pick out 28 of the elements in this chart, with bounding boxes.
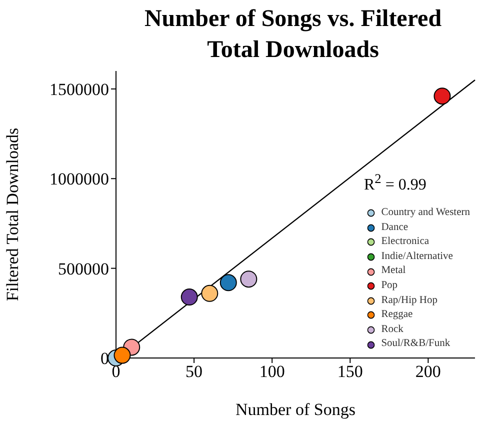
y-tick-label: 0 xyxy=(100,349,109,368)
x-tick-label: 100 xyxy=(259,362,285,382)
point xyxy=(201,284,218,302)
x-axis-title: Number of Songs xyxy=(236,400,356,419)
legend-label: Reggae xyxy=(381,308,413,322)
legend-label: Soul/R&B/Funk xyxy=(381,337,450,352)
point xyxy=(180,288,198,306)
annotation: R$^{2}$ = 0.99 xyxy=(364,171,426,194)
legend-label: Country and Western xyxy=(381,206,470,220)
y-tick-label: 1000000 xyxy=(50,170,109,189)
legend-label: Rap/Hip Hop xyxy=(381,294,438,308)
y-tick-label: 500000 xyxy=(58,259,109,278)
legend-label: Dance xyxy=(381,220,408,235)
legend-label: Rock xyxy=(381,322,404,337)
chart-title: Number of Songs vs. Filtered Total Downloads xyxy=(143,5,443,65)
legend-label: Metal xyxy=(381,264,406,278)
point xyxy=(220,274,237,292)
point xyxy=(434,88,451,105)
x-tick-label: 200 xyxy=(415,362,441,382)
x-tick-label: 50 xyxy=(186,362,203,382)
legend-label: Pop xyxy=(381,278,398,293)
legend-label: Indie/Alternative xyxy=(381,250,453,264)
point xyxy=(240,270,258,288)
y-axis-title: Filtered Total Downloads xyxy=(3,128,22,302)
legend-label: Electronica xyxy=(381,235,430,250)
x-tick-label: 150 xyxy=(337,362,363,382)
y-tick-label: 1500000 xyxy=(50,80,109,99)
point xyxy=(114,346,131,364)
